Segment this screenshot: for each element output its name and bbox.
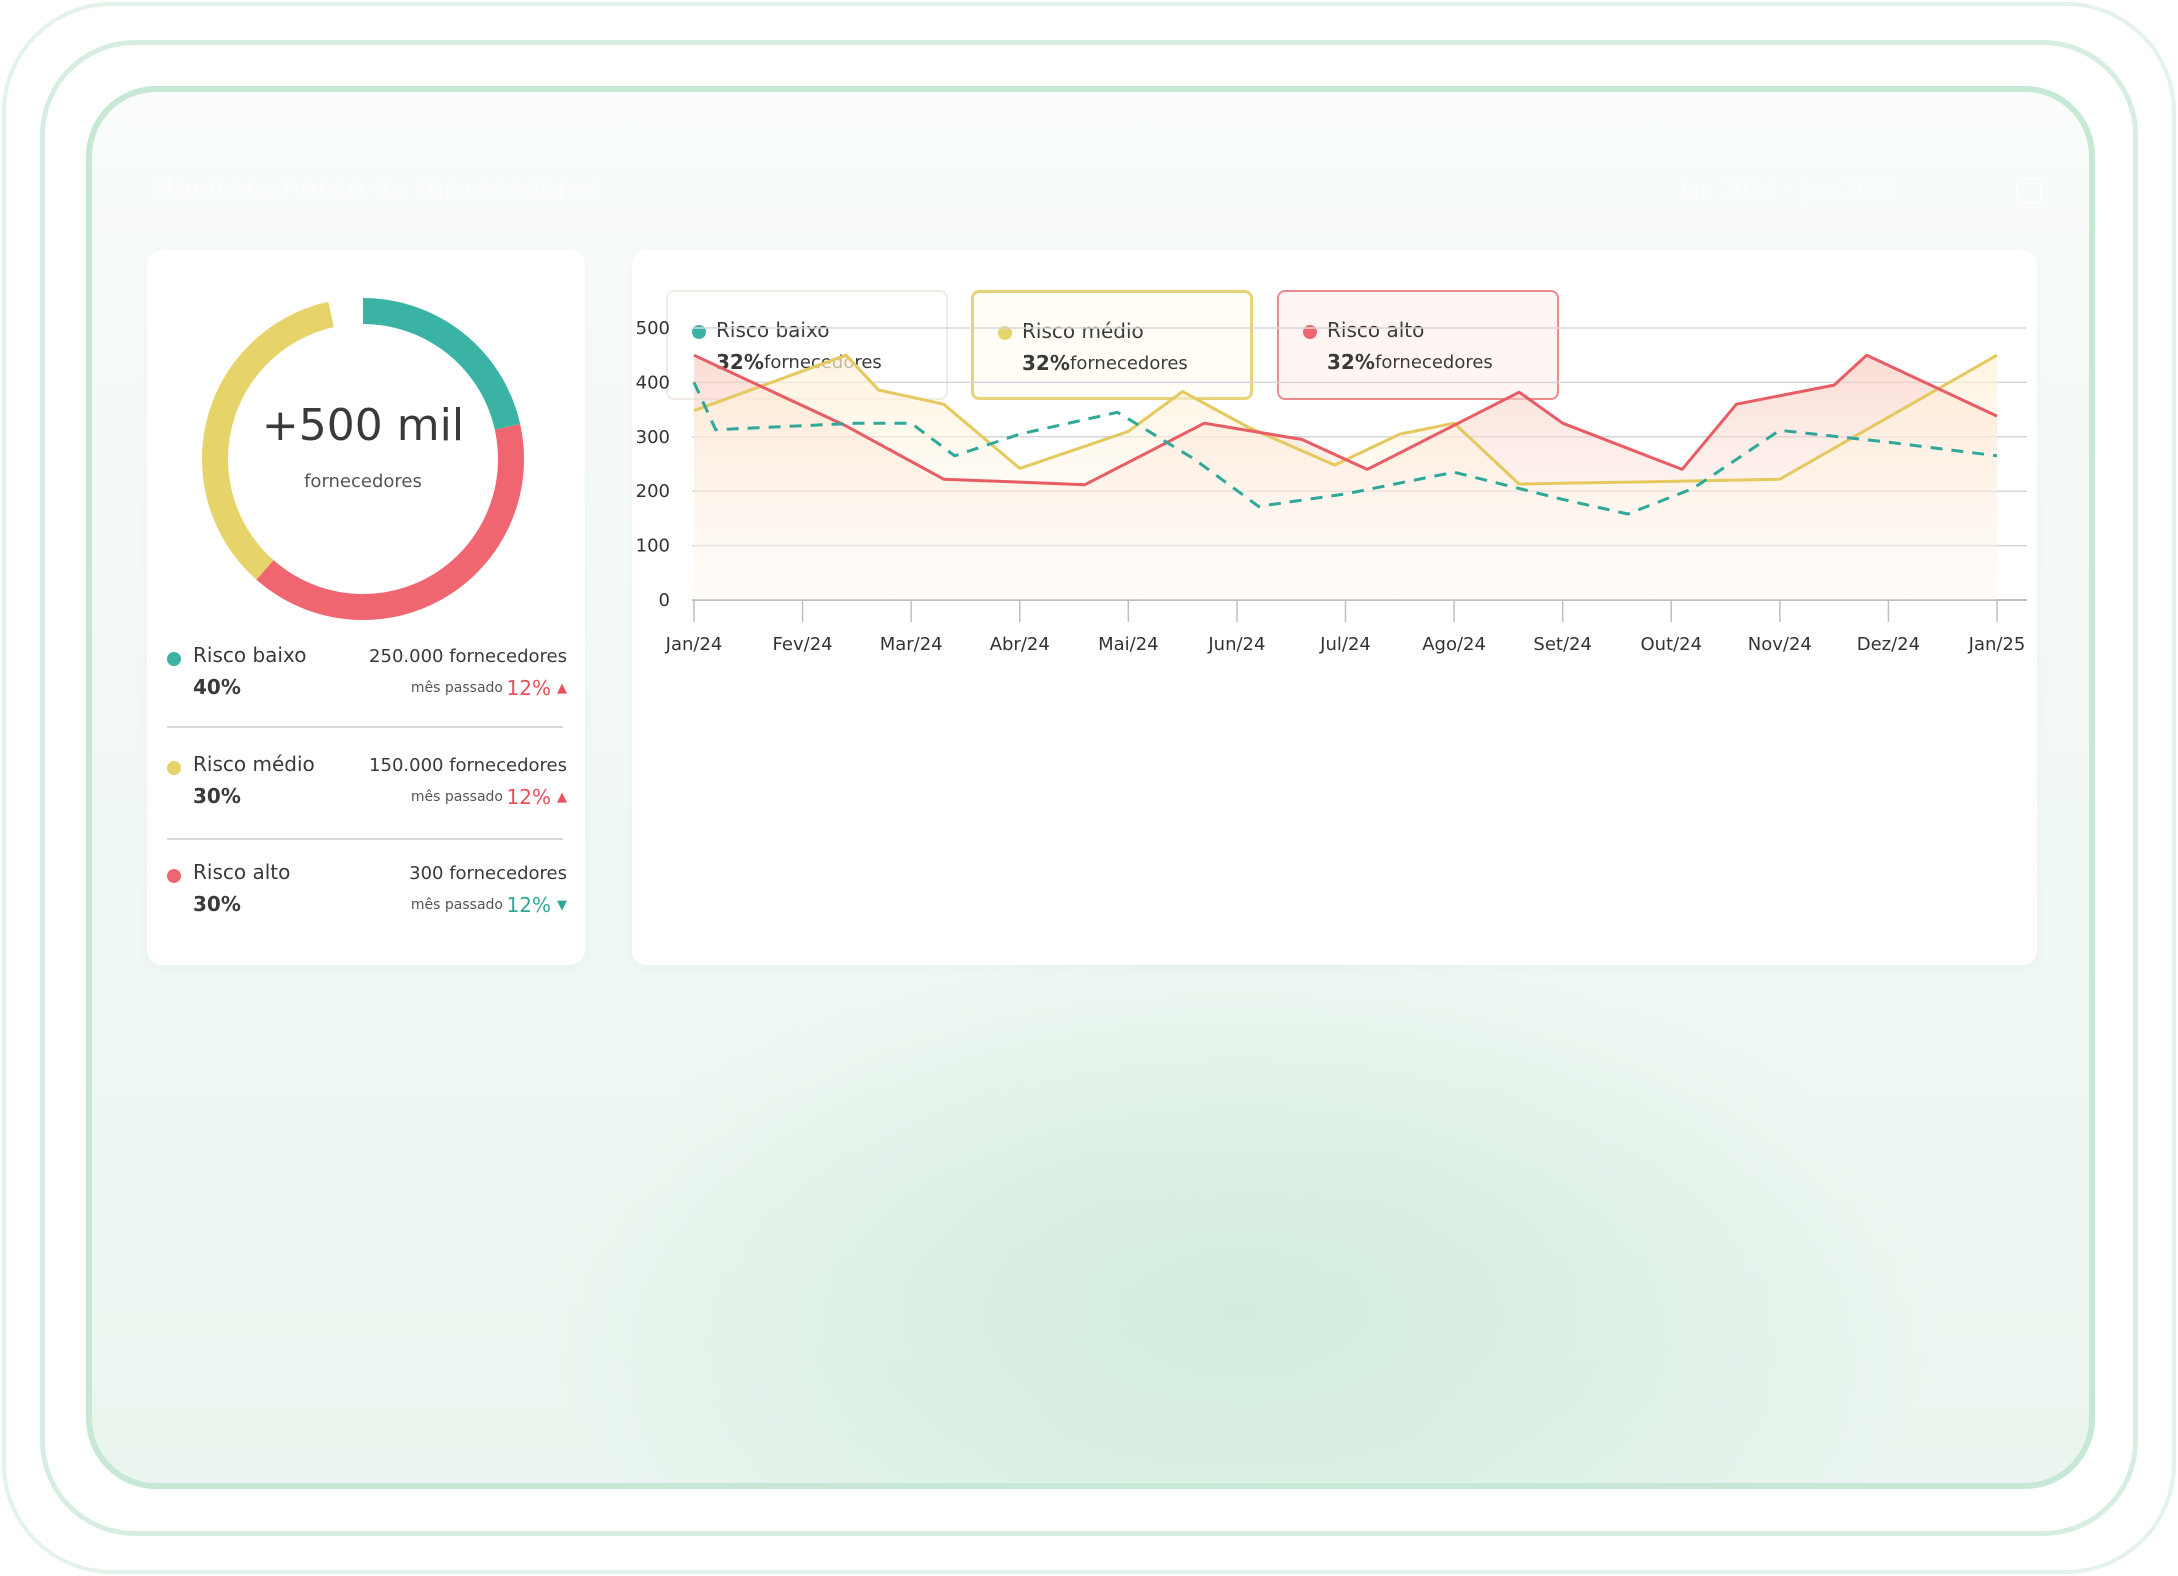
stat-change: 12% <box>506 893 551 917</box>
risk-trend-chart: 0 100 200 300 400 500 Jan/24 Fev/24 Mar/24 Abr/24… <box>636 318 2027 655</box>
x-tick-label: Dez/24 <box>1857 634 1920 655</box>
x-tick-label: Abr/24 <box>990 634 1050 655</box>
x-tick-label: Jul/24 <box>1319 634 1371 655</box>
stat-percent: 30% <box>193 892 241 916</box>
arrow-down-icon: ▼ <box>557 898 567 913</box>
stat-percent: 40% <box>193 675 241 699</box>
x-tick-label: Nov/24 <box>1748 634 1812 655</box>
stat-name: Risco baixo <box>193 643 307 667</box>
total-suppliers-value: +500 mil <box>261 400 465 451</box>
y-tick-label: 200 <box>636 481 670 502</box>
total-suppliers-unit: fornecedores <box>304 471 422 492</box>
arrow-up-icon: ▲ <box>557 681 567 696</box>
x-tick-label: Mar/24 <box>880 634 943 655</box>
divider <box>167 838 563 840</box>
y-tick-label: 500 <box>636 318 670 339</box>
stat-since-label: mês passado <box>410 897 503 913</box>
line-risk-low <box>692 381 1998 516</box>
stat-change: 12% <box>506 676 551 700</box>
legend-percent: 32% <box>1022 351 1070 375</box>
area-risk-medium <box>694 355 1997 600</box>
stat-count: 300 fornecedores <box>409 863 567 884</box>
risk-low-dot <box>167 652 181 666</box>
x-tick-label: Set/24 <box>1533 634 1592 655</box>
line-risk-high <box>693 353 1998 487</box>
stat-risk-low: Risco baixo 40% 250.000 fornecedores mês… <box>167 638 567 728</box>
x-tick-label: Ago/24 <box>1422 634 1486 655</box>
stat-count: 250.000 fornecedores <box>369 646 567 667</box>
line-risk-medium <box>693 353 1998 486</box>
y-tick-label: 0 <box>659 590 670 611</box>
x-tick-label: Fev/24 <box>773 634 833 655</box>
legend-name: Risco médio <box>1022 319 1144 343</box>
risk-medium-dot <box>167 761 181 775</box>
stat-risk-high: Risco alto 30% 300 fornecedores mês pass… <box>167 855 567 945</box>
donut-segment-low <box>202 298 524 620</box>
y-tick-label: 400 <box>636 372 670 393</box>
trend-card: Risco baixo 32% fornecedores Risco médio… <box>632 250 2037 965</box>
donut-segment-high <box>202 298 524 620</box>
stat-name: Risco alto <box>193 860 291 884</box>
y-tick-label: 100 <box>636 536 670 557</box>
stat-since-label: mês passado <box>410 680 503 696</box>
stat-percent: 30% <box>193 784 241 808</box>
x-tick-label: Out/24 <box>1640 634 1702 655</box>
stat-risk-medium: Risco médio 30% 150.000 fornecedores mês… <box>167 747 567 837</box>
donut-segment-medium <box>202 298 524 620</box>
legend-sub: fornecedores <box>1375 352 1493 373</box>
stat-name: Risco médio <box>193 752 315 776</box>
stat-count: 150.000 fornecedores <box>369 755 567 776</box>
y-tick-label: 300 <box>636 427 670 448</box>
page-title: Monitoramento de fornecedores <box>150 172 600 205</box>
donut-chart: +500 mil fornecedores <box>199 295 527 623</box>
arrow-up-icon: ▲ <box>557 790 567 805</box>
summary-card: +500 mil fornecedores Risco baixo 40% 25… <box>147 250 585 965</box>
x-tick-label: Mai/24 <box>1098 634 1159 655</box>
legend-percent: 32% <box>1327 350 1375 374</box>
risk-high-dot <box>167 869 181 883</box>
x-tick-label: Jan/25 <box>1968 634 2026 655</box>
divider <box>167 726 563 728</box>
calendar-icon[interactable] <box>2016 178 2042 204</box>
date-range-label[interactable]: Jan 2024 – Jan 2025 <box>1680 178 1899 203</box>
x-tick-label: Jun/24 <box>1207 634 1265 655</box>
stat-since-label: mês passado <box>410 789 503 805</box>
x-tick-label: Jan/24 <box>665 634 723 655</box>
legend-name: Risco baixo <box>716 318 830 342</box>
stat-change: 12% <box>506 785 551 809</box>
legend-name: Risco alto <box>1327 318 1425 342</box>
legend-sub: fornecedores <box>1070 353 1188 374</box>
device-frame-middle <box>40 40 2138 1536</box>
risk-medium-dot <box>998 326 1012 340</box>
